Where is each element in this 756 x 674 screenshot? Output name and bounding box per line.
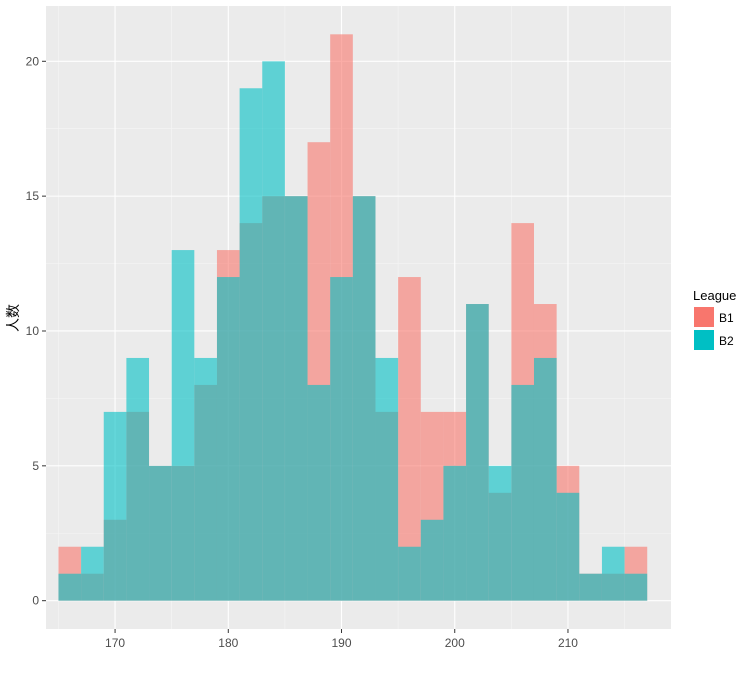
y-tick-label: 15 bbox=[26, 189, 40, 203]
bar-b2-175 bbox=[171, 250, 195, 601]
bar-b2-173 bbox=[149, 465, 172, 601]
bar-b2-169 bbox=[103, 411, 127, 601]
bar-b2-181 bbox=[239, 88, 263, 601]
bar-b2-195 bbox=[398, 546, 421, 601]
x-tick-label: 210 bbox=[558, 636, 578, 650]
y-tick-label: 5 bbox=[32, 459, 39, 473]
bar-b2-189 bbox=[330, 277, 353, 601]
x-tick-label: 200 bbox=[445, 636, 465, 650]
legend-key-b2 bbox=[694, 330, 714, 350]
bar-b2-185 bbox=[284, 196, 308, 601]
bar-b2-193 bbox=[375, 357, 399, 601]
bar-b2-183 bbox=[262, 61, 285, 601]
bar-b2-203 bbox=[488, 465, 512, 601]
bar-b1-195 bbox=[398, 277, 421, 601]
y-axis: 0 5 10 15 20 bbox=[26, 54, 46, 608]
legend-key-b1 bbox=[694, 307, 714, 327]
bar-b2-199 bbox=[443, 465, 467, 601]
bar-b2-197 bbox=[420, 519, 444, 601]
bars bbox=[58, 34, 648, 601]
bar-b2-209 bbox=[556, 492, 580, 601]
y-tick-label: 10 bbox=[26, 324, 40, 338]
bar-b2-167 bbox=[81, 546, 104, 601]
legend: League B1 B2 bbox=[693, 288, 736, 351]
bar-b2-215 bbox=[624, 573, 648, 601]
legend-label-b1: B1 bbox=[719, 311, 734, 325]
legend-title: League bbox=[693, 288, 736, 303]
x-axis: 170 180 190 200 210 bbox=[105, 629, 578, 650]
bar-b2-177 bbox=[194, 357, 217, 601]
bar-b2-207 bbox=[533, 357, 557, 601]
y-tick-label: 20 bbox=[26, 54, 40, 68]
bar-b2-213 bbox=[601, 546, 625, 601]
bar-b2-191 bbox=[352, 196, 376, 601]
y-tick-label: 0 bbox=[32, 594, 39, 608]
bar-b2-211 bbox=[579, 573, 602, 601]
bar-b2-205 bbox=[511, 384, 534, 601]
bar-b2-171 bbox=[126, 357, 150, 601]
x-tick-label: 180 bbox=[218, 636, 238, 650]
bar-b2-201 bbox=[466, 304, 489, 601]
legend-label-b2: B2 bbox=[719, 334, 734, 348]
y-axis-title: 人数 bbox=[6, 304, 22, 332]
bar-b2-187 bbox=[307, 384, 331, 601]
bar-b2-165 bbox=[58, 573, 82, 601]
x-tick-label: 170 bbox=[105, 636, 125, 650]
bar-b2-179 bbox=[216, 277, 240, 601]
x-tick-label: 190 bbox=[332, 636, 352, 650]
